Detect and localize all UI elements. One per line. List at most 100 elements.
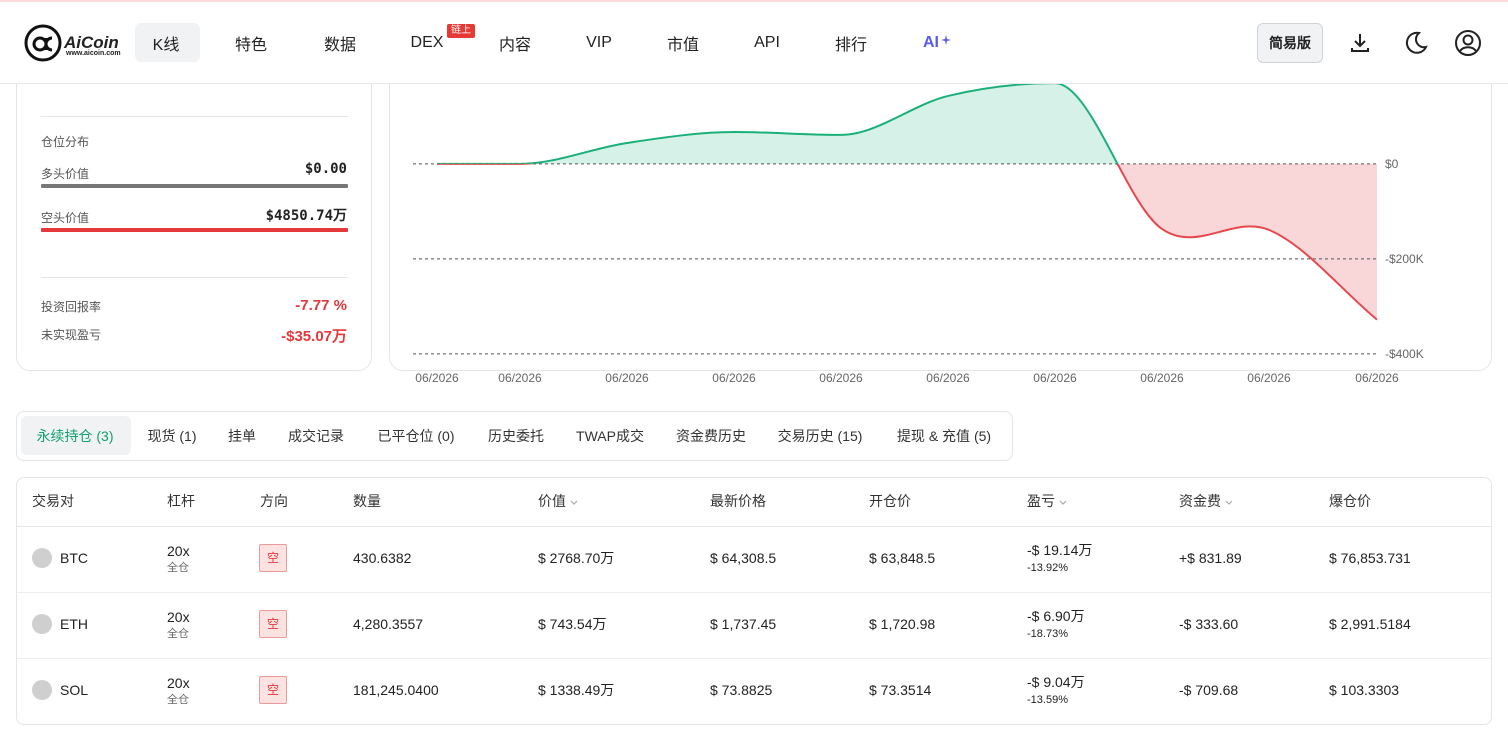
long-value: $0.00 (304, 161, 347, 177)
column-header[interactable]: 价值 (538, 491, 579, 511)
nav-item[interactable]: 特色 (234, 37, 268, 54)
theme-icon[interactable] (1403, 30, 1429, 56)
sort-icon[interactable] (1058, 497, 1068, 507)
nav-item[interactable]: 内容 (498, 37, 532, 54)
tab[interactable]: 已平仓位 (0) (377, 428, 455, 444)
liq-price: $ 2,991.5184 (1329, 616, 1411, 632)
column-header[interactable]: 盈亏 (1027, 491, 1068, 511)
nav-item[interactable]: 数据 (323, 37, 357, 54)
nav-item[interactable]: 市值 (666, 37, 700, 54)
row-divider (17, 592, 1491, 593)
pnl: -$ 9.04万 (1027, 674, 1085, 690)
leverage: 20x (167, 543, 190, 559)
tab[interactable]: 现货 (1) (147, 428, 197, 444)
nav-item[interactable]: VIP (586, 34, 612, 51)
nav-item[interactable]: K线 (152, 37, 180, 54)
area-positive (520, 83, 1118, 164)
tabs-bar (16, 411, 1013, 461)
row-divider (17, 658, 1491, 659)
column-header: 数量 (353, 493, 381, 509)
tab[interactable]: 成交记录 (288, 428, 344, 444)
coin-icon (32, 680, 52, 700)
line-positive (437, 82, 1119, 164)
quantity: 181,245.0400 (353, 682, 439, 698)
tab[interactable]: 历史委托 (488, 428, 544, 444)
side-badge: 空 (259, 676, 287, 704)
value: $ 743.54万 (538, 616, 607, 632)
tab[interactable]: 交易历史 (15) (777, 428, 863, 444)
value: $ 2768.70万 (538, 550, 615, 566)
x-tick-label: 06/2026 (498, 371, 542, 385)
download-icon[interactable] (1348, 31, 1372, 55)
side-badge: 空 (259, 610, 287, 638)
column-header: 方向 (260, 493, 288, 509)
x-tick-label: 06/2026 (712, 371, 756, 385)
funding: -$ 333.60 (1179, 616, 1239, 632)
logo-text: AiCoin (64, 33, 119, 52)
short-value: $4850.74万 (265, 208, 347, 224)
nav-item[interactable]: 排行 (834, 37, 868, 54)
quantity: 430.6382 (353, 550, 412, 566)
section-label: 仓位分布 (41, 135, 90, 149)
active-nav-bg (135, 23, 200, 62)
sort-icon[interactable] (569, 497, 579, 507)
column-header[interactable]: 资金费 (1179, 491, 1234, 511)
nav-item[interactable]: AI (923, 34, 939, 51)
short-bar (41, 228, 348, 232)
open-price: $ 63,848.5 (869, 550, 936, 566)
long-label: 多头价值 (41, 167, 90, 181)
area-negative (437, 163, 1377, 320)
pnl-percent: -13.92% (1027, 562, 1068, 574)
short-label: 空头价值 (41, 211, 90, 225)
tab[interactable]: TWAP成交 (576, 428, 644, 444)
tab[interactable]: 挂单 (228, 428, 256, 444)
funding: -$ 709.68 (1179, 682, 1239, 698)
value: $ 1338.49万 (538, 682, 615, 698)
long-bar (41, 184, 348, 188)
active-tab-bg (21, 416, 131, 455)
sort-icon[interactable] (1224, 497, 1234, 507)
tab[interactable]: 提现 & 充值 (5) (896, 428, 992, 444)
pnl-percent: -13.59% (1027, 694, 1068, 706)
pnl-chart: $0 -$200K -$400K 06/2026 06/2026 06/2026 06/20… (413, 82, 1424, 385)
x-tick-label: 06/2026 (1355, 371, 1399, 385)
line-negative (437, 163, 1378, 321)
user-icon[interactable] (1454, 29, 1482, 57)
liq-price: $ 76,853.731 (1329, 550, 1411, 566)
x-tick-label: 06/2026 (1033, 371, 1077, 385)
dex-badge: 链上 (447, 24, 475, 38)
last-price: $ 64,308.5 (710, 550, 777, 566)
column-header: 最新价格 (710, 493, 766, 509)
y-tick-label: -$400K (1385, 347, 1424, 361)
margin-mode: 全仓 (167, 562, 189, 574)
margin-mode: 全仓 (167, 628, 189, 640)
x-tick-label: 06/2026 (605, 371, 649, 385)
liq-price: $ 103.3303 (1329, 682, 1400, 698)
margin-mode: 全仓 (167, 694, 189, 706)
tab[interactable]: 永续持仓 (3) (36, 428, 114, 444)
last-price: $ 73.8825 (710, 682, 773, 698)
divider (41, 116, 348, 117)
symbol: SOL (60, 682, 89, 698)
simple-mode-button[interactable]: 简易版 (1257, 23, 1323, 63)
tab[interactable]: 资金费历史 (676, 428, 746, 444)
y-tick-label: $0 (1385, 157, 1399, 171)
column-header: 开仓价 (869, 493, 911, 509)
upnl-label: 未实现盈亏 (41, 328, 102, 342)
nav-item[interactable]: API (754, 34, 780, 51)
divider (41, 277, 348, 278)
pnl-percent: -18.73% (1027, 628, 1068, 640)
x-tick-label: 06/2026 (926, 371, 970, 385)
nav-item[interactable]: DEX (410, 34, 444, 51)
coin-icon (32, 614, 52, 634)
last-price: $ 1,737.45 (710, 616, 777, 632)
y-tick-label: -$200K (1385, 252, 1424, 266)
symbol: ETH (60, 616, 88, 632)
coin-icon (32, 548, 52, 568)
logo-icon (24, 24, 62, 62)
x-tick-label: 06/2026 (415, 371, 459, 385)
open-price: $ 1,720.98 (869, 616, 936, 632)
upnl-value: -$35.07万 (281, 328, 347, 345)
row-divider (17, 526, 1491, 527)
